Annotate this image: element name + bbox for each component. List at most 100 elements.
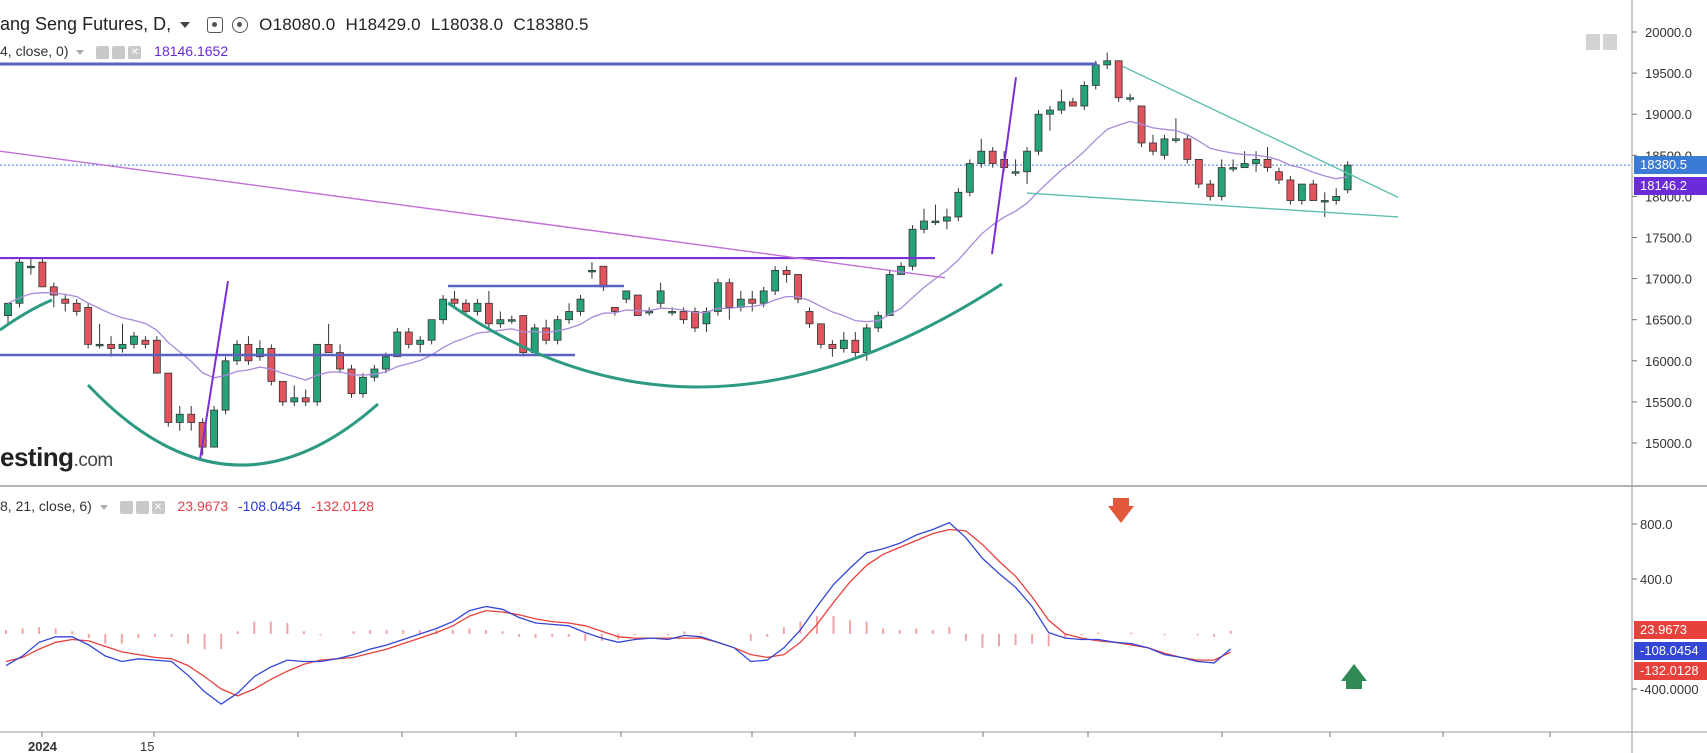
candle-body [1160, 138, 1169, 156]
candle-body [244, 343, 253, 362]
candle-body [1068, 101, 1077, 107]
candle-body [1309, 183, 1318, 201]
settings-icon[interactable] [232, 17, 249, 34]
macd-line-value: -108.0454 [238, 498, 302, 514]
candle-body [851, 339, 860, 353]
candle-body [1217, 167, 1226, 197]
price-tick-label: 20000.0 [1645, 25, 1692, 40]
candle-body [885, 274, 894, 316]
moving-average-line [7, 120, 1348, 381]
candle-body [588, 269, 596, 273]
macd-tick-label: -400.0000 [1640, 682, 1699, 697]
price-tick-label: 15000.0 [1645, 436, 1692, 451]
price-tick-label: 16500.0 [1645, 313, 1692, 328]
candle-body [26, 265, 35, 269]
price-tick-label: 19500.0 [1645, 66, 1692, 81]
candle-body [542, 327, 551, 341]
price-tick-label: 16000.0 [1645, 354, 1692, 369]
candle-body [771, 269, 780, 292]
ma-dropdown-icon[interactable] [76, 49, 85, 55]
candle-body [679, 311, 688, 321]
candle-body [210, 409, 219, 448]
candle-body [977, 150, 986, 164]
ma-price-badge: 18146.2 [1634, 177, 1707, 195]
candle-body [164, 372, 173, 423]
wedge-upper-line [1122, 65, 1399, 198]
candle-body [95, 343, 104, 347]
candle-body [1286, 179, 1295, 201]
candle-body [404, 331, 413, 345]
macd-close-icon[interactable]: ✕ [151, 500, 165, 514]
ma-settings-icon[interactable] [112, 45, 126, 59]
candle-body [439, 298, 448, 321]
candle-body [565, 311, 573, 321]
time-tick-label: 2024 [28, 739, 58, 753]
rounding-bottom-curve [86, 383, 379, 467]
visibility-icon[interactable] [207, 17, 224, 34]
price-tick-label: 17000.0 [1645, 272, 1692, 287]
candle-body [1114, 60, 1123, 99]
candle-body [49, 286, 58, 296]
wedge-lower-line [1026, 192, 1399, 218]
candle-body [943, 216, 951, 222]
candle-body [576, 298, 585, 312]
candle-body [519, 315, 528, 353]
ma-params: 4, close, 0) [0, 43, 69, 59]
price-tick-label: 19000.0 [1645, 107, 1692, 122]
candle-body [1183, 138, 1192, 160]
candle-body [1057, 101, 1066, 111]
candle-body [221, 360, 230, 411]
macd-signal-badge: -132.0128 [1634, 662, 1707, 680]
macd-signal-value: -132.0128 [310, 498, 375, 514]
candle-body [255, 348, 264, 358]
macd-line [5, 521, 1232, 705]
candle-body [897, 265, 905, 275]
candle-body [416, 339, 425, 345]
candle-body [1046, 109, 1054, 115]
candle-body [496, 319, 505, 325]
candle-body [1229, 167, 1238, 170]
candle-body [988, 150, 997, 164]
scale-buttons[interactable] [1586, 34, 1620, 55]
macd-visibility-icon[interactable] [119, 500, 133, 514]
candle-body [965, 163, 974, 193]
candle-body [507, 319, 516, 322]
symbol-title: ang Seng Futures, D, O18080.0 H18429.0 L… [0, 14, 589, 35]
candle-body [152, 339, 161, 374]
candle-body [1034, 113, 1043, 152]
candle-body [839, 339, 848, 349]
candle-body [862, 327, 871, 353]
candle-body [748, 298, 757, 304]
candle-body [1263, 159, 1272, 169]
ma-legend: 4, close, 0) ✕ 18146.1652 [0, 43, 228, 59]
macd-dropdown-icon[interactable] [99, 504, 108, 510]
candle-body [828, 343, 837, 349]
candle-body [473, 302, 482, 312]
candle-body [324, 343, 333, 353]
candle-body [656, 290, 665, 304]
candle-body [1011, 171, 1020, 174]
candle-body [1080, 85, 1089, 107]
low-value: L18038.0 [430, 15, 504, 34]
scale-button-1[interactable] [1586, 34, 1600, 50]
candle-body [622, 290, 631, 300]
candle-body [1297, 183, 1306, 201]
candle-body [668, 311, 676, 314]
candle-body [393, 331, 402, 358]
ma-close-icon[interactable]: ✕ [128, 45, 142, 59]
ma-visibility-icon[interactable] [96, 45, 110, 59]
candle-body [931, 220, 940, 223]
symbol-dropdown-icon[interactable] [180, 22, 191, 29]
price-tick-label: 15500.0 [1645, 395, 1692, 410]
macd-hist-value: 23.9673 [177, 498, 229, 514]
candle-body [794, 274, 802, 300]
candle-body [141, 339, 150, 345]
macd-legend: 8, 21, close, 6) ✕ 23.9673 -108.0454 -13… [0, 498, 374, 514]
macd-settings-icon[interactable] [135, 500, 149, 514]
candle-body [817, 323, 825, 345]
candle-body [1206, 183, 1215, 197]
scale-button-2[interactable] [1603, 34, 1617, 50]
price-tick-label: 17500.0 [1645, 231, 1692, 246]
candle-body [1252, 159, 1260, 164]
